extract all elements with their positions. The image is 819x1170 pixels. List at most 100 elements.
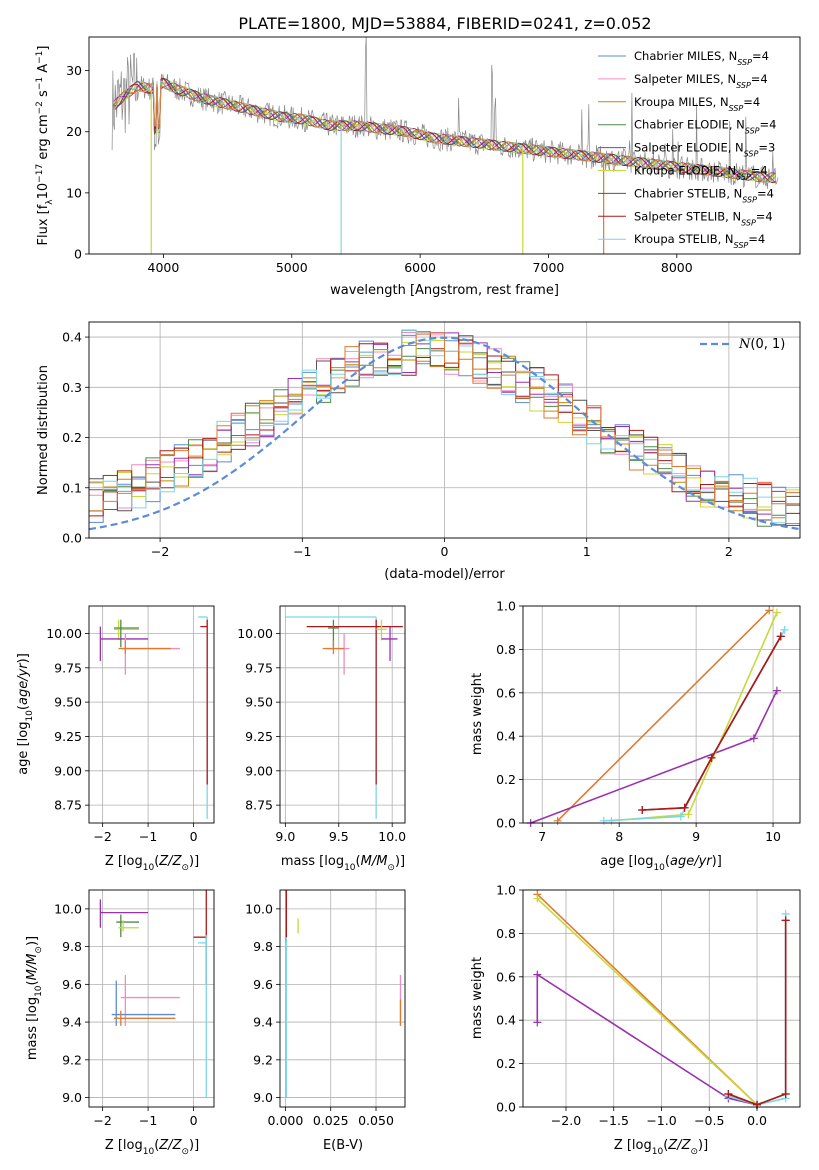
age_vs_Z-ytick-label: 10.00 bbox=[46, 626, 82, 641]
mass_vs_Z-ytick-label: 9.6 bbox=[62, 977, 82, 992]
weight_vs_age-marker bbox=[765, 606, 774, 615]
spectrum-ytick-label: 0 bbox=[74, 247, 82, 262]
residuals-xtick-label: 2 bbox=[725, 544, 733, 559]
mass_vs_EBV-ytick-label: 9.2 bbox=[253, 1052, 273, 1067]
weight-vs-Z-ylabel: mass weight bbox=[470, 957, 485, 1039]
weight_vs_Z-xtick-label: −1.5 bbox=[599, 1113, 629, 1128]
weight_vs_Z-marker bbox=[533, 894, 542, 903]
mass_vs_Z-ytick-label: 9.0 bbox=[62, 1090, 82, 1105]
residuals-ytick-label: 0.0 bbox=[62, 531, 82, 546]
mass_vs_EBV-xtick-label: 0.050 bbox=[358, 1113, 394, 1128]
age_vs_mass-xtick-label: 9.5 bbox=[329, 829, 349, 844]
age_vs_Z-ytick-label: 9.00 bbox=[54, 763, 82, 778]
legend-label: Chabrier ELODIE, NSSP=4 bbox=[634, 118, 776, 136]
weight_vs_age-ytick-label: 0.4 bbox=[496, 729, 516, 744]
legend-label: Salpeter STELIB, NSSP=4 bbox=[634, 209, 773, 227]
legend-label: Chabrier STELIB, NSSP=4 bbox=[634, 186, 774, 204]
weight_vs_age-marker bbox=[707, 753, 716, 762]
spectrum-xtick-label: 7000 bbox=[533, 260, 565, 275]
age_vs_mass-ytick-label: 9.00 bbox=[245, 763, 273, 778]
mass_vs_EBV-xtick-label: 0.000 bbox=[268, 1113, 304, 1128]
mass_vs_Z-ytick-label: 9.8 bbox=[62, 939, 82, 954]
weight_vs_Z-marker bbox=[781, 916, 790, 925]
age-vs-Z-xlabel: Z [log10(Z/Z⊙)] bbox=[105, 854, 199, 873]
spectrum-xtick-label: 6000 bbox=[404, 260, 436, 275]
residuals-xtick-label: −1 bbox=[293, 544, 311, 559]
weight_vs_Z-line bbox=[536, 898, 758, 1106]
residuals-ytick-label: 0.4 bbox=[62, 330, 82, 345]
residuals-ytick-label: 0.1 bbox=[62, 480, 82, 495]
residuals-ylabel: Normed distribution bbox=[36, 365, 51, 495]
weight-vs-Z-xlabel: Z [log10(Z/Z⊙)] bbox=[614, 1138, 708, 1157]
weight_vs_age-xtick-label: 9 bbox=[692, 829, 700, 844]
spectrum-frame bbox=[88, 36, 801, 255]
weight_vs_age-line bbox=[557, 609, 770, 822]
weight_vs_age-marker bbox=[780, 625, 789, 634]
age_vs_mass-ytick-label: 9.25 bbox=[245, 729, 273, 744]
residuals-xlabel: (data-model)/error bbox=[384, 567, 505, 582]
mass_vs_EBV-ytick-label: 9.8 bbox=[253, 939, 273, 954]
mass_vs_EBV-frame bbox=[279, 889, 406, 1108]
age_vs_Z-ytick-label: 8.75 bbox=[54, 798, 82, 813]
age-vs-Z-ylabel: age [log10(age/yr)] bbox=[16, 653, 35, 775]
weight_vs_age-ytick-label: 0.6 bbox=[496, 685, 516, 700]
residuals-xtick-label: −2 bbox=[151, 544, 169, 559]
weight_vs_age-marker bbox=[772, 608, 781, 617]
weight_vs_Z-ytick-label: 0.4 bbox=[496, 1013, 516, 1028]
spectrum-ytick-label: 20 bbox=[66, 124, 82, 139]
weight_vs_age-ytick-label: 0.8 bbox=[496, 642, 516, 657]
figure-title: PLATE=1800, MJD=53884, FIBERID=0241, z=0… bbox=[238, 14, 651, 33]
residuals-ytick-label: 0.3 bbox=[62, 380, 82, 395]
spectrum-model-line bbox=[112, 82, 776, 183]
legend-label: Chabrier MILES, NSSP=4 bbox=[634, 49, 769, 67]
spectrum-plot-area bbox=[111, 37, 779, 254]
weight_vs_Z-xtick-label: −2.0 bbox=[551, 1113, 581, 1128]
mass_vs_Z-xtick-label: −2 bbox=[93, 1113, 111, 1128]
weight_vs_age-marker bbox=[599, 816, 608, 825]
legend-label: Kroupa MILES, NSSP=4 bbox=[634, 95, 760, 113]
spectrum-ytick-label: 30 bbox=[66, 63, 82, 78]
mass_vs_EBV-ytick-label: 9.0 bbox=[253, 1090, 273, 1105]
weight_vs_age-marker bbox=[749, 734, 758, 743]
age_vs_mass-xtick-label: 10.0 bbox=[378, 829, 406, 844]
weight_vs_age-ytick-label: 1.0 bbox=[496, 599, 516, 614]
age_vs_Z-xtick-label: −1 bbox=[139, 829, 157, 844]
weight_vs_age-line bbox=[642, 636, 782, 811]
age_vs_mass-xtick-label: 9.0 bbox=[275, 829, 295, 844]
spectrum-model-line bbox=[113, 77, 776, 183]
mass_vs_EBV-ytick-label: 9.4 bbox=[253, 1015, 273, 1030]
legend-label: Salpeter ELODIE, NSSP=3 bbox=[634, 141, 775, 159]
mass_vs_Z-frame bbox=[88, 889, 215, 1108]
spectrum-ylabel: Flux [fλ10−17 erg cm−2 s−1 A−1] bbox=[35, 46, 55, 246]
gaussian-curve bbox=[89, 336, 800, 531]
weight_vs_Z-xtick-label: 0.0 bbox=[747, 1113, 767, 1128]
weight_vs_age-frame bbox=[522, 605, 801, 824]
weight_vs_age-marker bbox=[638, 805, 647, 814]
weight_vs_Z-marker bbox=[533, 970, 542, 979]
mass_vs_Z-ytick-label: 9.2 bbox=[62, 1052, 82, 1067]
weight_vs_Z-ytick-label: 0.8 bbox=[496, 926, 516, 941]
residuals-histogram bbox=[89, 332, 800, 512]
weight_vs_age-line bbox=[642, 636, 782, 811]
residuals-xtick-label: 0 bbox=[441, 544, 449, 559]
weight_vs_Z-line bbox=[536, 973, 758, 1106]
weight_vs_Z-marker bbox=[781, 1089, 790, 1098]
mass-vs-EBV-xlabel: E(B-V) bbox=[323, 1138, 363, 1153]
legend-label: Kroupa STELIB, NSSP=4 bbox=[634, 232, 765, 250]
mass_vs_EBV-xtick-label: 0.025 bbox=[313, 1113, 349, 1128]
age_vs_mass-ytick-label: 9.75 bbox=[245, 660, 273, 675]
weight_vs_Z-xtick-label: −0.5 bbox=[694, 1113, 724, 1128]
weight_vs_age-marker bbox=[676, 812, 685, 821]
weight_vs_age-xtick-label: 10 bbox=[765, 829, 781, 844]
residuals-xtick-label: 1 bbox=[583, 544, 591, 559]
weight_vs_Z-marker bbox=[533, 1018, 542, 1027]
gaussian-legend-label: N(0, 1) bbox=[738, 337, 785, 352]
age_vs_Z-frame bbox=[88, 605, 215, 824]
residuals-ytick-label: 0.2 bbox=[62, 430, 82, 445]
weight_vs_age-xtick-label: 8 bbox=[615, 829, 623, 844]
spectrum-ytick-label: 10 bbox=[66, 185, 82, 200]
spectrum-xlabel: wavelength [Angstrom, rest frame] bbox=[330, 283, 559, 298]
residuals-plot-area bbox=[89, 329, 800, 531]
age_vs_Z-xtick-label: −2 bbox=[93, 829, 111, 844]
